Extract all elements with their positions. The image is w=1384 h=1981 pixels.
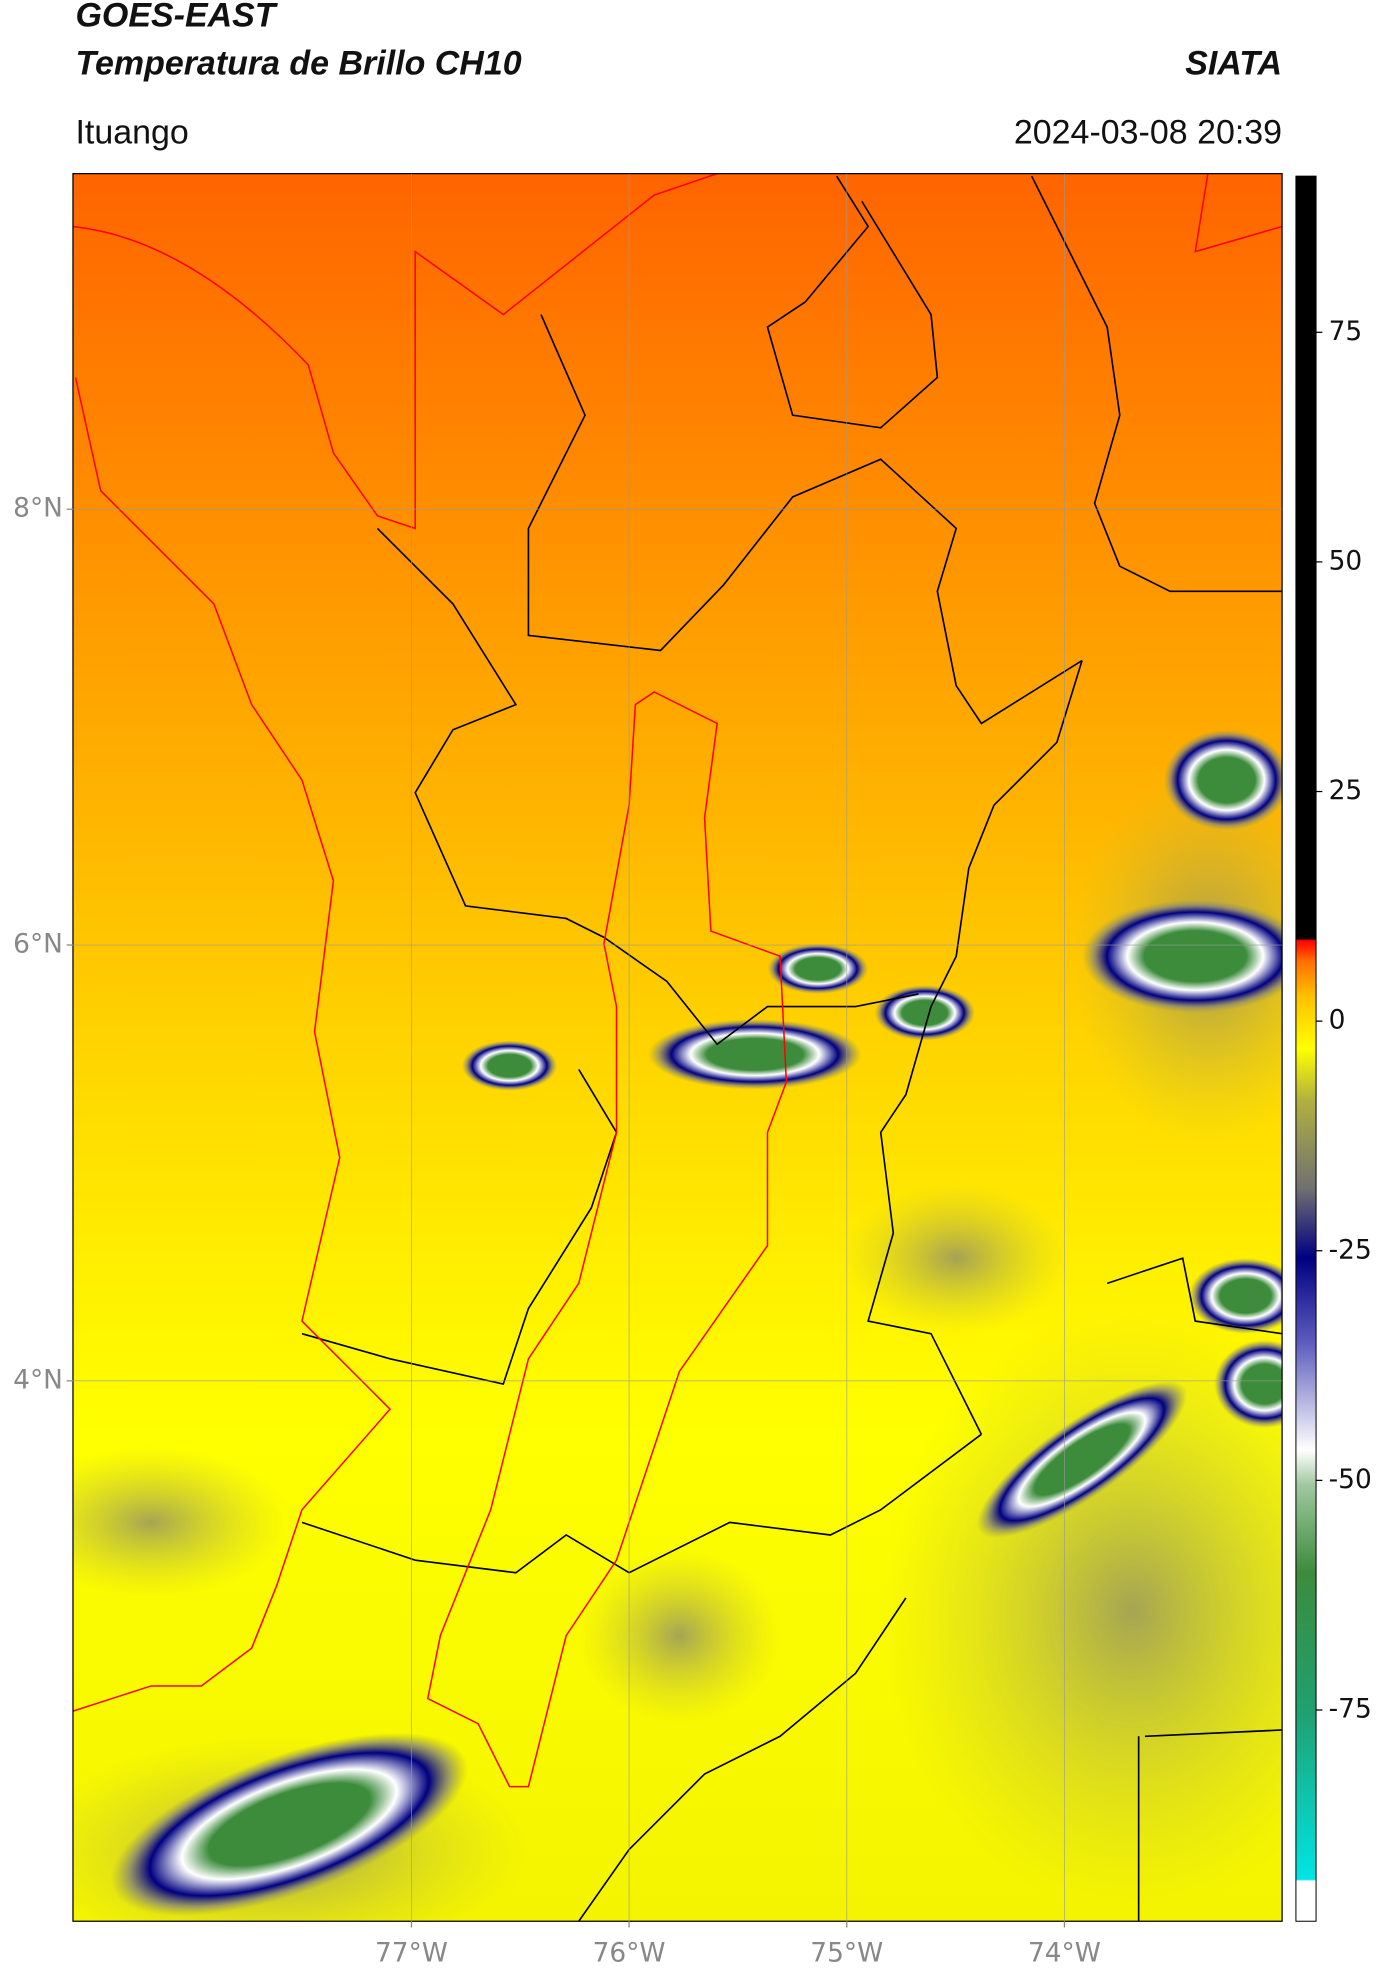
subtitle: Temperatura de Brillo CH10 — [75, 44, 521, 82]
map — [72, 173, 1283, 1922]
x-tick-label: 74°W — [1028, 1937, 1101, 1968]
source: SIATA — [1185, 44, 1282, 82]
location: Ituango — [75, 114, 188, 152]
coastline — [72, 173, 1283, 1788]
y-tick-label: 8°N — [13, 493, 63, 524]
colorbar-tick-label: 75 — [1329, 316, 1363, 347]
y-tick-label: 4°N — [13, 1364, 63, 1395]
datetime: 2024-03-08 20:39 — [1014, 114, 1282, 152]
x-tick-label: 76°W — [593, 1937, 666, 1968]
colorbar-tick-label: 50 — [1329, 545, 1363, 576]
x-tick-label: 77°W — [375, 1937, 448, 1968]
colorbar-tick-label: 25 — [1329, 775, 1363, 806]
colorbar — [1295, 175, 1317, 1922]
colorbar-tick-label: -25 — [1329, 1234, 1372, 1265]
colorbar-tick-label: -75 — [1329, 1693, 1372, 1724]
y-tick-label: 6°N — [13, 929, 63, 960]
clouds — [72, 729, 1283, 1922]
map-frame — [72, 172, 1283, 1922]
colorbar-tick-label: 0 — [1329, 1005, 1346, 1036]
x-tick-label: 75°W — [810, 1937, 883, 1968]
colorbar-tick-label: -50 — [1329, 1464, 1372, 1495]
title: GOES-EAST — [75, 0, 278, 35]
